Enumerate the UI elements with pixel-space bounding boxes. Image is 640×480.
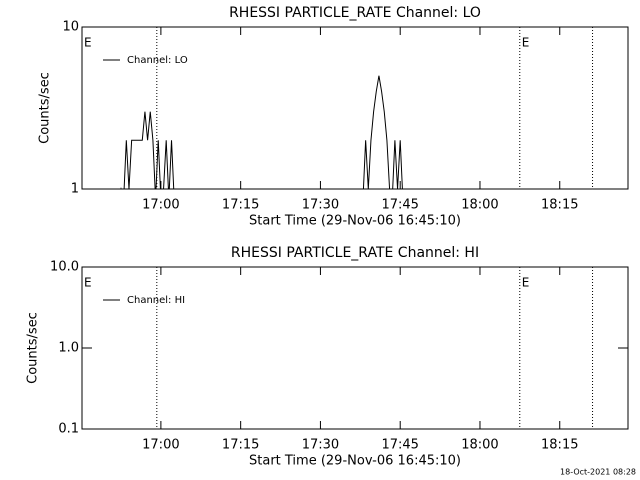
- annotation: E: [522, 36, 530, 50]
- x-tick-label: 17:45: [381, 198, 418, 213]
- x-tick-label: 17:30: [302, 438, 339, 453]
- x-tick-label: 17:15: [222, 198, 259, 213]
- y-tick-label: 1: [71, 182, 79, 197]
- x-tick-label: 17:15: [222, 438, 259, 453]
- y-axis-label: Counts/sec: [26, 312, 41, 384]
- y-axis-label: Counts/sec: [38, 72, 53, 144]
- data-line: [120, 75, 403, 189]
- footer: 18-Oct-2021 08:28: [560, 468, 636, 477]
- y-tick-label: 1.0: [58, 341, 79, 356]
- y-tick-label: 10: [62, 20, 79, 35]
- y-tick-label: 10.0: [50, 260, 79, 275]
- chart-title: RHESSI PARTICLE_RATE Channel: HI: [231, 245, 479, 261]
- annotation: E: [84, 276, 92, 290]
- y-tick-label: 0.1: [58, 422, 79, 437]
- legend-label: Channel: HI: [127, 295, 185, 306]
- x-axis-label: Start Time (29-Nov-06 16:45:10): [249, 214, 461, 229]
- x-tick-label: 17:00: [142, 198, 179, 213]
- x-tick-label: 18:00: [461, 198, 498, 213]
- plot-frame: [81, 26, 629, 190]
- legend-label: Channel: LO: [127, 55, 188, 66]
- x-tick-label: 17:45: [381, 438, 418, 453]
- annotation: E: [522, 276, 530, 290]
- x-tick-label: 18:15: [541, 198, 578, 213]
- x-tick-label: 18:00: [461, 438, 498, 453]
- x-tick-label: 17:00: [142, 438, 179, 453]
- plot-frame: [81, 266, 629, 430]
- annotation: E: [84, 36, 92, 50]
- x-tick-label: 17:30: [302, 198, 339, 213]
- x-tick-label: 18:15: [541, 438, 578, 453]
- chart-title: RHESSI PARTICLE_RATE Channel: LO: [229, 5, 481, 21]
- x-axis-label: Start Time (29-Nov-06 16:45:10): [249, 454, 461, 469]
